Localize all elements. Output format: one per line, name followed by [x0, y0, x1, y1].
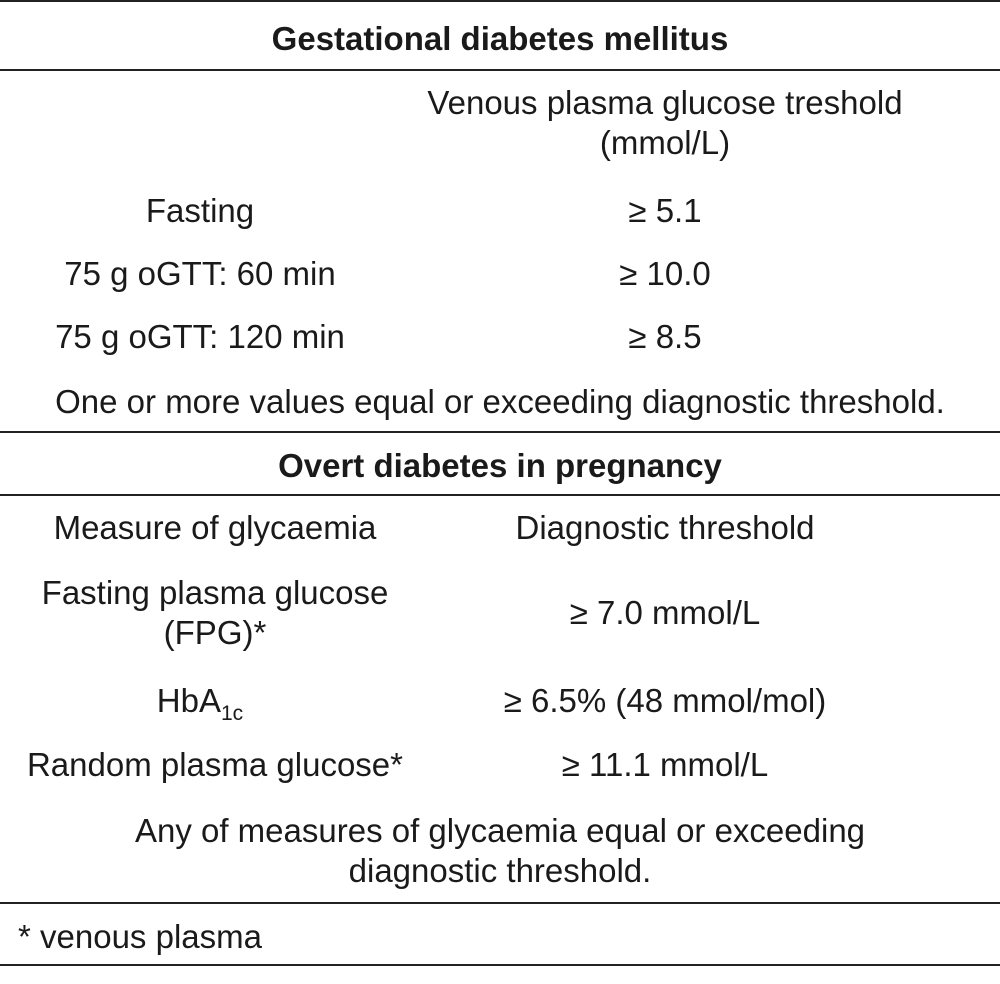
gdm-row-label: Fasting — [145, 192, 255, 229]
gdm-section-title: Gestational diabetes mellitus — [271, 20, 729, 57]
overt-row-label: Fasting plasma glucose (FPG)* — [41, 574, 389, 651]
overt-row-value: ≥ 11.1 mmol/L — [561, 746, 769, 783]
top-rule — [0, 0, 1000, 2]
overt-row-value: ≥ 7.0 mmol/L — [569, 594, 761, 631]
gdm-row-label: 75 g oGTT: 60 min — [64, 255, 336, 292]
overt-note: Any of measures of glycaemia equal or ex… — [134, 812, 866, 889]
gdm-title-rule — [0, 69, 1000, 71]
overt-section-title: Overt diabetes in pregnancy — [278, 447, 722, 484]
gdm-row-value: ≥ 10.0 — [619, 255, 711, 292]
gdm-row-label: 75 g oGTT: 120 min — [55, 318, 345, 355]
bottom-rule — [0, 964, 1000, 966]
footnote: * venous plasma — [18, 918, 262, 955]
gdm-note: One or more values equal or exceeding di… — [55, 383, 945, 420]
footnote-rule — [0, 902, 1000, 904]
overt-title-rule — [0, 494, 1000, 496]
section-divider-rule — [0, 431, 1000, 433]
gdm-col2-header: Venous plasma glucose treshold (mmol/L) — [427, 84, 903, 161]
overt-row-label: Random plasma glucose* — [26, 746, 404, 783]
overt-row-label-hba1c: HbA1c — [0, 681, 400, 724]
hba-subscript: 1c — [221, 702, 244, 725]
hba-label: HbA — [156, 682, 221, 719]
overt-row-value: ≥ 6.5% (48 mmol/mol) — [503, 682, 827, 719]
gdm-row-value: ≥ 5.1 — [628, 192, 702, 229]
overt-col2-header: Diagnostic threshold — [515, 509, 815, 546]
gdm-row-value: ≥ 8.5 — [628, 318, 702, 355]
overt-col1-header: Measure of glycaemia — [53, 509, 377, 546]
